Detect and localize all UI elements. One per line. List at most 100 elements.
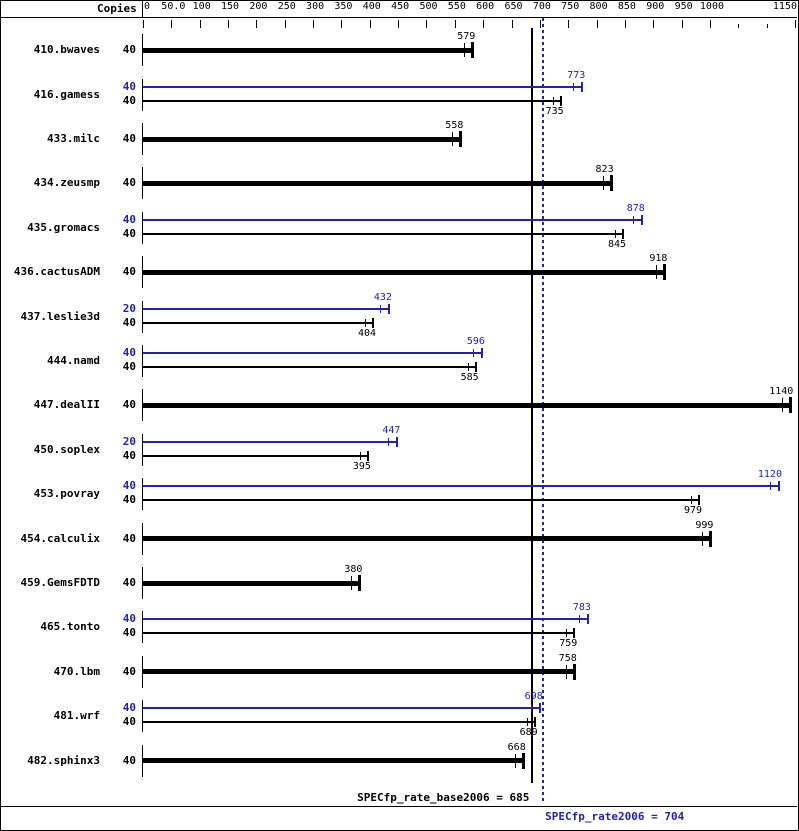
benchmark-bar-base [143, 580, 359, 586]
benchmark-bar-base-cap [372, 317, 374, 328]
copies-value-peak: 40 [122, 479, 136, 493]
axis-tick-label: 350 [334, 1, 353, 12]
benchmark-bar-base-median-tick [468, 363, 469, 371]
axis-tick-label: 800 [589, 1, 608, 12]
benchmark-bar-peak [143, 485, 778, 488]
benchmark-name: 410.bwaves [33, 43, 100, 57]
axis-tick-label: 150 [221, 1, 240, 12]
benchmark-bar-base [143, 99, 560, 102]
benchmark-name: 436.cactusADM [13, 265, 100, 279]
benchmark-bar-base [143, 758, 522, 764]
benchmark-bar-base [143, 669, 573, 675]
benchmark-name: 482.sphinx3 [27, 753, 100, 767]
row-axis-stub [142, 522, 143, 555]
benchmark-value-base: 579 [457, 31, 476, 43]
benchmark-bar-peak [143, 352, 481, 354]
axis-tick-label: 1150 [772, 1, 797, 12]
axis-tick-label: 250 [277, 1, 296, 12]
row-axis-stub [142, 611, 143, 644]
benchmark-name: 437.leslie3d [20, 309, 100, 323]
axis-tick-mark [313, 20, 314, 28]
benchmark-bar-base [143, 499, 699, 502]
axis-top-rule [0, 17, 797, 18]
benchmark-bar-base [143, 321, 373, 324]
benchmark-bar-peak-cap [641, 214, 643, 225]
benchmark-name: 435.gromacs [27, 220, 100, 234]
axis-tick-mark [143, 20, 144, 28]
benchmark-bar-base-cap [471, 42, 474, 59]
benchmark-bar-base-median-tick [365, 318, 366, 327]
benchmark-bar-peak-cap [481, 348, 483, 358]
benchmark-bar-base-cap [698, 495, 700, 506]
axis-tick-label: 1000 [699, 1, 724, 12]
copies-value-base: 40 [122, 753, 136, 767]
benchmark-bar-base-median-tick [782, 398, 783, 413]
benchmark-bar-base-cap [622, 228, 624, 239]
reference-label-peak: SPECfp_rate2006 = 704 [545, 810, 685, 823]
benchmark-name: 470.lbm [53, 664, 100, 678]
chart-bottom-rule [0, 806, 797, 807]
benchmark-value-base: 404 [357, 327, 377, 339]
axis-tick-label: 850 [617, 1, 636, 12]
row-axis-stub [142, 256, 143, 289]
benchmark-bar-peak-cap [388, 303, 390, 314]
copies-value-base: 40 [122, 132, 136, 145]
benchmark-value-peak: 698 [524, 691, 543, 703]
axis-tick-label: 0 [144, 1, 151, 12]
axis-tick-mark [653, 20, 654, 28]
copies-value-peak: 40 [122, 701, 136, 715]
benchmark-bar-base-cap [475, 362, 477, 372]
copies-value-base: 40 [122, 226, 136, 240]
copies-value-base: 40 [122, 576, 136, 589]
copies-value-base: 40 [122, 360, 136, 373]
benchmark-bar-base [143, 269, 664, 275]
benchmark-name: 459.GemsFDTD [20, 576, 100, 589]
row-axis-stub [142, 167, 143, 200]
benchmark-value-base: 823 [595, 164, 614, 176]
benchmark-bar-base-median-tick [615, 229, 616, 238]
copies-value-base: 40 [122, 531, 136, 545]
benchmark-bar-peak-median-tick [380, 304, 381, 313]
benchmark-value-peak: 773 [567, 69, 586, 81]
axis-tick-mark [483, 20, 484, 28]
benchmark-value-base: 689 [519, 727, 538, 739]
benchmark-bar-base-cap [789, 397, 792, 414]
benchmark-bar-base-median-tick [527, 718, 528, 727]
axis-tick-mark [625, 20, 626, 28]
benchmark-bar-peak-median-tick [473, 349, 474, 357]
benchmark-bar-base [143, 721, 534, 724]
benchmark-name: 453.povray [33, 487, 100, 501]
axis-tick-label: 300 [306, 1, 325, 12]
benchmark-value-base: 759 [559, 638, 578, 650]
copies-value-base: 40 [122, 664, 136, 678]
benchmark-value-peak: 432 [373, 291, 392, 303]
axis-tick-label: 400 [362, 1, 381, 12]
axis-tick-mark [597, 20, 598, 28]
benchmark-value-base: 1140 [769, 386, 794, 398]
row-axis-stub [142, 433, 143, 466]
benchmark-bar-base [143, 454, 367, 457]
axis-tick-mark [795, 20, 796, 28]
axis-tick-label: 550 [447, 1, 466, 12]
benchmark-bar-peak-cap [539, 703, 541, 714]
benchmark-bar-base-median-tick [566, 629, 567, 638]
benchmark-bar-base-median-tick [464, 43, 465, 58]
axis-tick-label: 650 [504, 1, 523, 12]
copies-value-base: 40 [122, 448, 136, 462]
benchmark-value-base: 395 [352, 460, 371, 472]
benchmark-bar-base-median-tick [515, 753, 516, 768]
benchmark-bar-base-cap [573, 628, 575, 639]
axis-tick-label: 500 [419, 1, 438, 12]
benchmark-bar-peak-median-tick [579, 615, 580, 624]
row-axis-stub [142, 211, 143, 244]
axis-tick-label: 50.0 [161, 1, 186, 12]
axis-tick-label: 700 [532, 1, 551, 12]
benchmark-bar-base-cap [709, 530, 712, 547]
benchmark-bar-peak-cap [778, 481, 780, 492]
benchmark-name: 434.zeusmp [33, 176, 100, 190]
benchmark-bar-base-cap [573, 663, 576, 680]
benchmark-name: 450.soplex [33, 442, 100, 456]
benchmark-name: 465.tonto [40, 620, 100, 634]
axis-tick-mark [426, 20, 427, 28]
benchmark-bar-peak [143, 440, 397, 443]
